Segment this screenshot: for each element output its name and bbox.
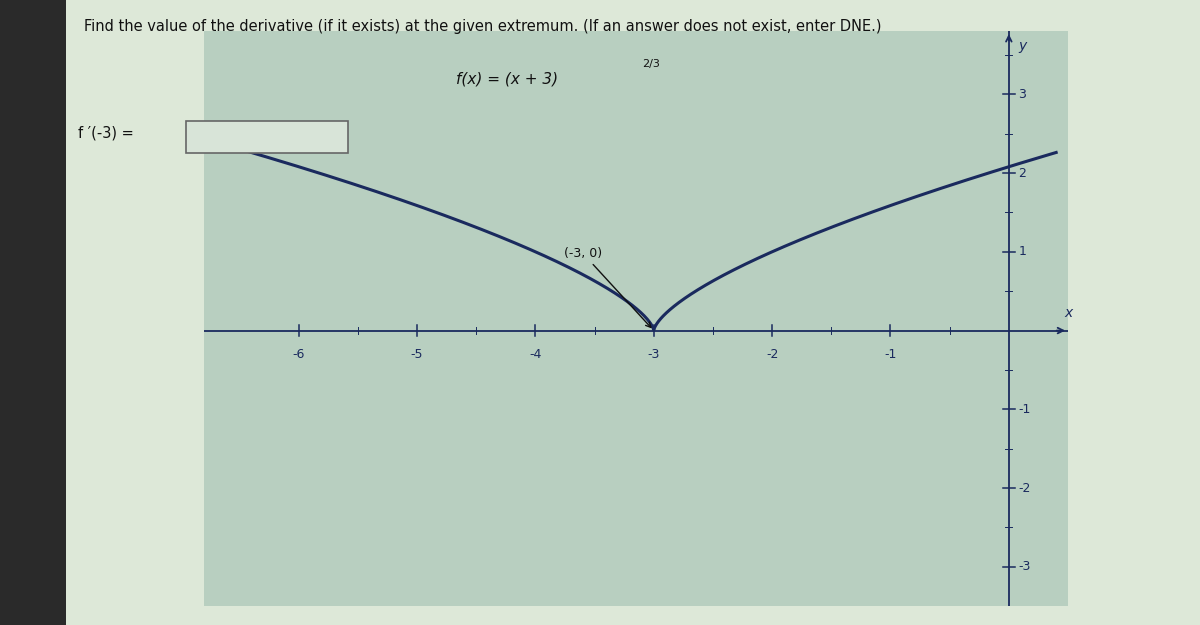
- Text: -3: -3: [1019, 561, 1031, 573]
- Text: 2: 2: [1019, 166, 1026, 179]
- Text: x: x: [1064, 306, 1073, 321]
- Text: f ′(-3) =: f ′(-3) =: [78, 125, 133, 140]
- Text: Find the value of the derivative (if it exists) at the given extremum. (If an an: Find the value of the derivative (if it …: [84, 19, 882, 34]
- Text: 1: 1: [1019, 245, 1026, 258]
- Text: -1: -1: [1019, 403, 1031, 416]
- Text: 3: 3: [1019, 88, 1026, 101]
- Text: -5: -5: [410, 348, 424, 361]
- Text: -4: -4: [529, 348, 541, 361]
- Text: -6: -6: [293, 348, 305, 361]
- Text: 2/3: 2/3: [642, 59, 660, 69]
- Text: -1: -1: [884, 348, 896, 361]
- Text: -2: -2: [1019, 482, 1031, 494]
- Text: -2: -2: [766, 348, 779, 361]
- Text: (-3, 0): (-3, 0): [564, 247, 650, 328]
- Text: f(x) = (x + 3): f(x) = (x + 3): [456, 72, 558, 87]
- Text: y: y: [1019, 39, 1026, 53]
- Text: -3: -3: [648, 348, 660, 361]
